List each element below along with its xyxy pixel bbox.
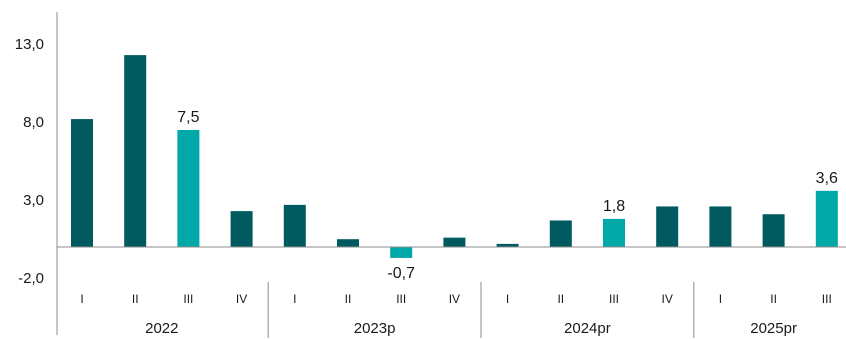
bar xyxy=(177,130,200,247)
bar xyxy=(390,247,413,258)
data-label: -0,7 xyxy=(387,265,415,282)
data-labels: 7,5 -0,7 1,8 3,6 xyxy=(177,109,838,282)
y-tick-label: 8,0 xyxy=(23,114,44,131)
quarter-label: III xyxy=(183,292,193,306)
bar xyxy=(603,218,625,247)
bars xyxy=(71,55,838,258)
year-label: 2022 xyxy=(145,320,178,337)
bar xyxy=(230,211,253,247)
bar xyxy=(124,55,147,248)
quarter-label: I xyxy=(80,292,83,306)
quarter-label: III xyxy=(609,292,619,306)
y-tick-label: 3,0 xyxy=(23,192,44,209)
quarter-label: I xyxy=(293,292,296,306)
year-label: 2025pr xyxy=(750,320,797,337)
year-label: 2023p xyxy=(354,320,396,337)
quarter-label: IV xyxy=(236,292,247,306)
quarter-label: IV xyxy=(662,292,673,306)
bar xyxy=(549,220,572,247)
year-label: 2024pr xyxy=(564,320,611,337)
quarter-label: II xyxy=(557,292,564,306)
bar xyxy=(71,119,93,247)
bar xyxy=(443,237,466,247)
y-tick-label: 13,0 xyxy=(15,36,44,53)
bar xyxy=(709,206,732,247)
data-label: 1,8 xyxy=(603,198,625,215)
bar xyxy=(337,239,359,247)
y-axis: 13,0 8,0 3,0 -2,0 xyxy=(15,12,58,335)
bar xyxy=(762,214,785,247)
data-label: 3,6 xyxy=(816,170,838,187)
quarter-label: II xyxy=(770,292,777,306)
quarter-label: III xyxy=(396,292,406,306)
quarter-label: I xyxy=(719,292,722,306)
quarter-label: I xyxy=(506,292,509,306)
quarter-label: II xyxy=(345,292,352,306)
y-tick-label: -2,0 xyxy=(18,270,44,287)
bar xyxy=(496,243,519,247)
data-label: 7,5 xyxy=(177,109,199,126)
quarter-label: III xyxy=(822,292,832,306)
bar xyxy=(656,206,679,247)
quarter-label: II xyxy=(132,292,139,306)
quarter-label: IV xyxy=(449,292,460,306)
bar xyxy=(283,204,306,247)
bar xyxy=(815,190,838,247)
